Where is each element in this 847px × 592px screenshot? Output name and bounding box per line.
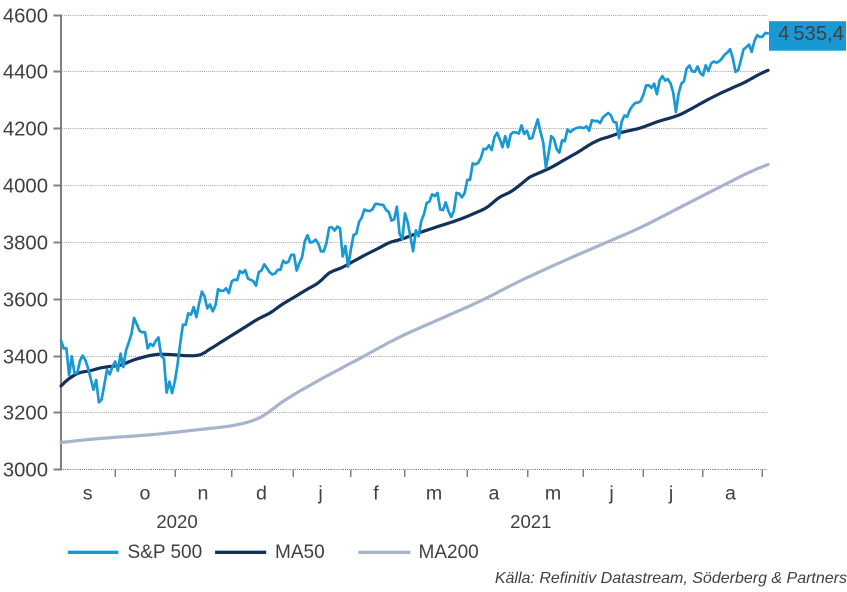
- svg-text:2021: 2021: [510, 511, 551, 532]
- svg-text:a: a: [725, 482, 736, 504]
- svg-text:4 535,4: 4 535,4: [778, 23, 844, 45]
- svg-text:4000: 4000: [3, 176, 48, 198]
- svg-text:o: o: [140, 482, 151, 504]
- svg-text:f: f: [373, 482, 379, 504]
- svg-text:2020: 2020: [156, 511, 197, 532]
- svg-text:n: n: [198, 482, 209, 504]
- svg-text:3000: 3000: [3, 460, 48, 482]
- svg-text:3800: 3800: [3, 233, 48, 255]
- svg-text:3600: 3600: [3, 290, 48, 312]
- svg-text:m: m: [545, 482, 561, 504]
- svg-text:3200: 3200: [3, 403, 48, 425]
- svg-text:4200: 4200: [3, 119, 48, 141]
- svg-text:MA50: MA50: [275, 542, 325, 563]
- svg-text:4600: 4600: [3, 6, 48, 28]
- svg-text:j: j: [668, 482, 673, 504]
- svg-text:MA200: MA200: [419, 542, 479, 563]
- svg-text:j: j: [608, 482, 613, 504]
- svg-text:3400: 3400: [3, 347, 48, 369]
- svg-text:s: s: [83, 482, 93, 504]
- svg-text:S&P 500: S&P 500: [128, 542, 203, 563]
- svg-text:a: a: [489, 482, 500, 504]
- svg-text:4400: 4400: [3, 62, 48, 84]
- svg-text:d: d: [256, 482, 267, 504]
- svg-text:m: m: [426, 482, 442, 504]
- svg-text:j: j: [317, 482, 322, 504]
- svg-text:Källa: Refinitiv Datastream, S: Källa: Refinitiv Datastream, Söderberg &…: [495, 570, 847, 587]
